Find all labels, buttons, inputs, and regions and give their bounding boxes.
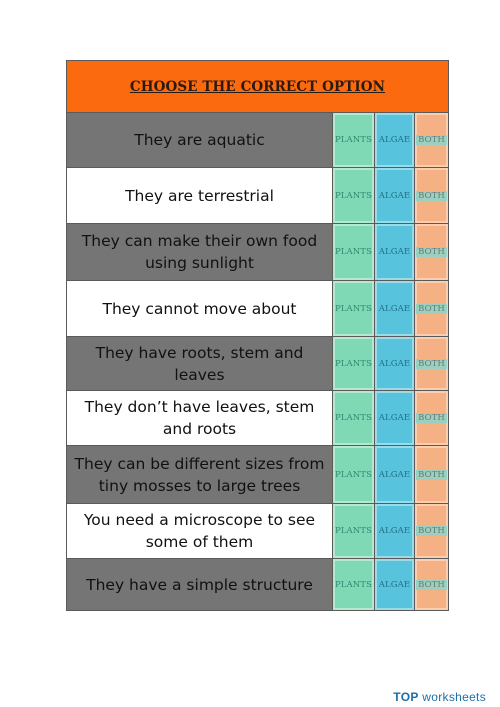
question-row: They can make their own food using sunli… [66,224,449,281]
option-both-label: BOTH [416,247,447,257]
option-algae[interactable]: ALGAE [375,113,415,167]
question-rows: They are aquatic PLANTS ALGAE BOTH They are … [66,113,449,611]
worksheet-table: CHOOSE THE CORRECT OPTION They are aquat… [66,60,449,611]
option-both-label: BOTH [416,135,447,145]
option-algae-label: ALGAE [378,190,411,201]
option-plants-label: PLANTS [334,303,373,314]
option-algae[interactable]: ALGAE [375,391,415,445]
option-both[interactable]: BOTH [415,281,448,336]
option-plants[interactable]: PLANTS [333,504,375,558]
option-plants[interactable]: PLANTS [333,281,375,336]
option-plants-label: PLANTS [334,247,373,257]
option-algae[interactable]: ALGAE [375,504,415,558]
option-algae[interactable]: ALGAE [375,281,415,336]
option-plants[interactable]: PLANTS [333,113,375,167]
question-row: You need a microscope to see some of the… [66,504,449,559]
option-plants-label: PLANTS [334,358,373,369]
option-both[interactable]: BOTH [415,113,448,167]
question-row: They cannot move about PLANTS ALGAE BOTH [66,281,449,337]
option-plants[interactable]: PLANTS [333,337,375,390]
statement-text: They cannot move about [67,281,333,336]
option-algae-label: ALGAE [378,247,411,257]
option-both-label: BOTH [416,190,447,201]
statement-text: They don’t have leaves, stem and roots [67,391,333,445]
option-plants[interactable]: PLANTS [333,168,375,223]
option-plants[interactable]: PLANTS [333,446,375,503]
option-both[interactable]: BOTH [415,391,448,445]
statement-text: They are terrestrial [67,168,333,223]
option-plants-label: PLANTS [334,579,373,590]
option-both[interactable]: BOTH [415,168,448,223]
option-plants-label: PLANTS [334,526,373,536]
option-algae[interactable]: ALGAE [375,337,415,390]
question-row: They can be different sizes from tiny mo… [66,446,449,504]
option-plants-label: PLANTS [334,469,373,480]
question-row: They don’t have leaves, stem and roots PL… [66,391,449,446]
option-both-label: BOTH [416,413,447,423]
option-both-label: BOTH [416,303,447,314]
worksheet-header: CHOOSE THE CORRECT OPTION [66,60,449,113]
question-row: They are aquatic PLANTS ALGAE BOTH [66,113,449,168]
option-algae-label: ALGAE [378,526,411,536]
option-plants[interactable]: PLANTS [333,224,375,280]
option-both[interactable]: BOTH [415,446,448,503]
option-plants-label: PLANTS [334,135,373,145]
option-both-label: BOTH [416,469,447,480]
topworksheets-logo: TOP worksheets [393,690,486,704]
option-algae[interactable]: ALGAE [375,559,415,610]
option-both-label: BOTH [416,526,447,536]
statement-text: They have roots, stem and leaves [67,337,333,390]
option-algae-label: ALGAE [378,469,411,480]
option-algae-label: ALGAE [378,135,411,145]
option-both[interactable]: BOTH [415,504,448,558]
statement-text: They have a simple structure [67,559,333,610]
option-algae-label: ALGAE [378,303,411,314]
option-plants-label: PLANTS [334,413,373,423]
option-plants-label: PLANTS [334,190,373,201]
statement-text: They are aquatic [67,113,333,167]
option-algae[interactable]: ALGAE [375,224,415,280]
option-algae-label: ALGAE [378,413,411,423]
worksheet-title: CHOOSE THE CORRECT OPTION [129,78,386,95]
option-both-label: BOTH [416,358,447,369]
option-both[interactable]: BOTH [415,337,448,390]
statement-text: They can make their own food using sunli… [67,224,333,280]
option-plants[interactable]: PLANTS [333,391,375,445]
question-row: They have roots, stem and leaves PLANTS AL… [66,337,449,391]
option-algae[interactable]: ALGAE [375,168,415,223]
option-algae-label: ALGAE [378,358,411,369]
option-both[interactable]: BOTH [415,559,448,610]
option-algae[interactable]: ALGAE [375,446,415,503]
option-both-label: BOTH [416,579,447,590]
option-algae-label: ALGAE [378,579,411,590]
option-plants[interactable]: PLANTS [333,559,375,610]
option-both[interactable]: BOTH [415,224,448,280]
statement-text: You need a microscope to see some of the… [67,504,333,558]
question-row: They are terrestrial PLANTS ALGAE BOTH [66,168,449,224]
question-row: They have a simple structure PLANTS ALGAE B… [66,559,449,611]
statement-text: They can be different sizes from tiny mo… [67,446,333,503]
